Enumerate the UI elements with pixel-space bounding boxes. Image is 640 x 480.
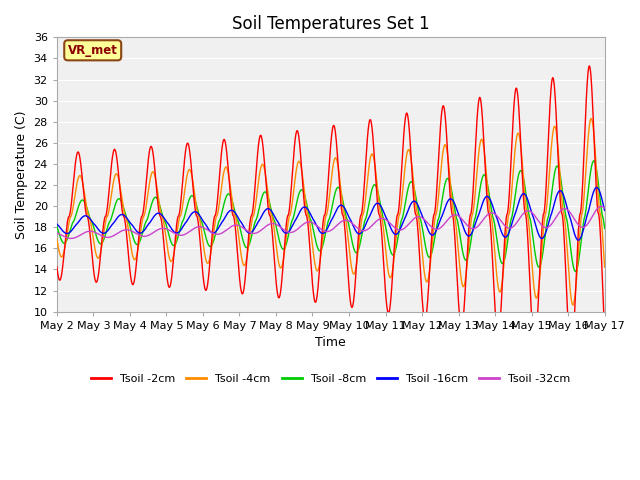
- Title: Soil Temperatures Set 1: Soil Temperatures Set 1: [232, 15, 429, 33]
- Legend: Tsoil -2cm, Tsoil -4cm, Tsoil -8cm, Tsoil -16cm, Tsoil -32cm: Tsoil -2cm, Tsoil -4cm, Tsoil -8cm, Tsoi…: [87, 370, 575, 388]
- X-axis label: Time: Time: [316, 336, 346, 349]
- Text: VR_met: VR_met: [68, 44, 118, 57]
- Y-axis label: Soil Temperature (C): Soil Temperature (C): [15, 110, 28, 239]
